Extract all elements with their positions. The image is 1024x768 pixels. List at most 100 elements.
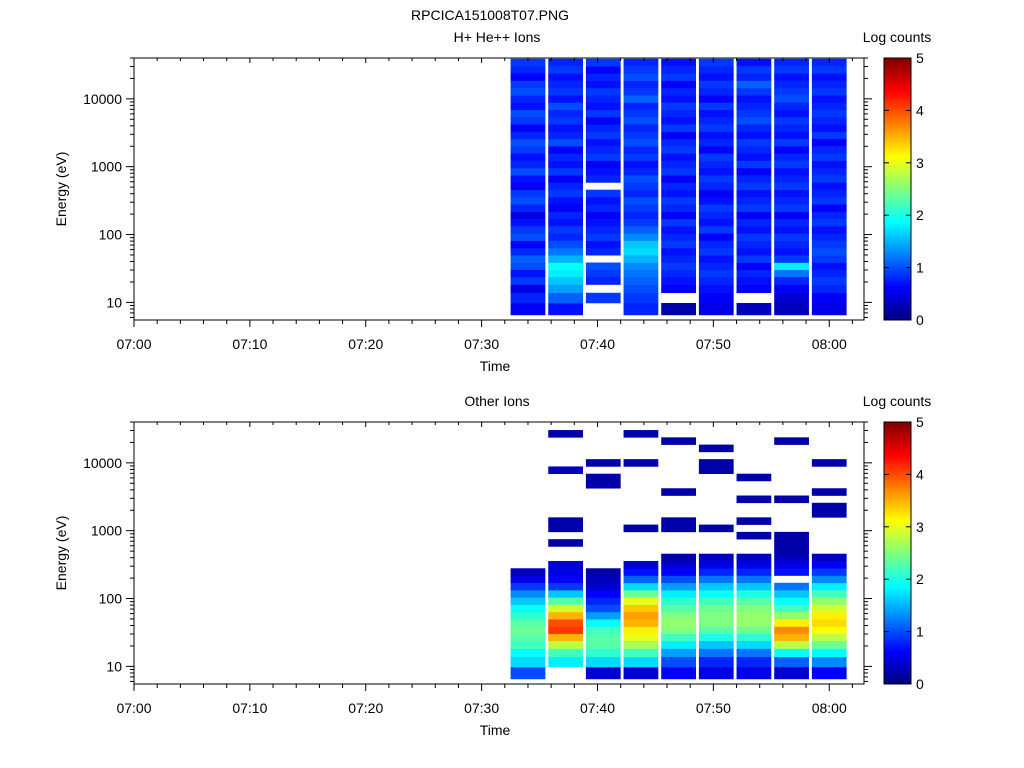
colorbar-step <box>884 450 911 454</box>
colorbar-step <box>884 456 911 460</box>
colorbar-step <box>884 162 911 166</box>
heatmap-cell <box>698 240 734 249</box>
colorbar: 0 1 2 3 4 5 <box>883 414 924 692</box>
heatmap-cell <box>510 131 546 140</box>
heatmap-cell <box>510 226 546 234</box>
heatmap-cell <box>736 66 772 74</box>
heatmap-cell <box>698 116 734 125</box>
colorbar-step <box>884 521 911 525</box>
colorbar-tick-label: 3 <box>916 155 924 171</box>
heatmap-cell <box>510 626 546 635</box>
heatmap-cell <box>510 218 546 227</box>
heatmap-cell <box>548 640 584 649</box>
heatmap-cell <box>661 619 696 627</box>
heatmap-cell <box>698 182 734 190</box>
heatmap-cell <box>698 167 734 176</box>
heatmap-cell <box>510 73 546 81</box>
colorbar-step <box>884 676 911 680</box>
heatmap-cell <box>736 553 772 562</box>
heatmap-cell <box>736 517 772 525</box>
heatmap-cell <box>811 146 847 154</box>
heatmap-cell <box>811 80 847 89</box>
colorbar-step <box>884 558 911 562</box>
heatmap-cell <box>736 226 772 234</box>
colorbar-step <box>884 576 911 580</box>
colorbar-step <box>884 626 911 630</box>
heatmap-cell <box>585 480 621 489</box>
colorbar-step <box>884 560 911 564</box>
heatmap-cell <box>623 226 659 234</box>
heatmap-cell <box>736 247 772 256</box>
heatmap-cell <box>548 204 584 212</box>
heatmap-cell <box>661 233 696 241</box>
x-tick-label: 07:50 <box>696 700 731 716</box>
heatmap-cell <box>548 284 584 294</box>
heatmap-cell <box>510 648 546 658</box>
heatmap-cell <box>774 262 809 271</box>
heatmap-cell <box>774 255 809 263</box>
colorbar-step <box>884 516 911 520</box>
heatmap-cell <box>585 66 621 74</box>
colorbar-step <box>884 524 911 528</box>
heatmap-cell <box>736 182 772 190</box>
colorbar-step <box>884 175 911 179</box>
colorbar-step <box>884 571 911 575</box>
heatmap-cell <box>548 269 584 278</box>
heatmap-cell <box>698 196 734 205</box>
heatmap-cell <box>661 138 696 147</box>
y-tick-label: 100 <box>99 227 123 243</box>
heatmap-cell <box>548 233 584 241</box>
colorbar-step <box>884 86 911 90</box>
heatmap-cell <box>774 226 809 234</box>
heatmap-cell <box>811 633 847 642</box>
heatmap-cell <box>698 146 734 154</box>
heatmap-cell <box>811 116 847 125</box>
heatmap-cell <box>585 131 621 140</box>
colorbar-step <box>884 280 911 284</box>
heatmap-cell <box>585 218 621 227</box>
colorbar-step <box>884 474 911 478</box>
colorbar-step <box>884 555 911 559</box>
heatmap-cell <box>774 153 809 161</box>
heatmap-cell <box>811 568 847 576</box>
heatmap-cell <box>623 459 659 467</box>
colorbar-step <box>884 623 911 627</box>
heatmap-cell <box>811 95 847 103</box>
heatmap-cell <box>811 269 847 278</box>
colorbar-step <box>884 605 911 609</box>
heatmap-cell <box>510 66 546 74</box>
colorbar-step <box>884 487 911 491</box>
y-axis-label: Energy (eV) <box>53 516 69 591</box>
heatmap-cell <box>585 95 621 103</box>
heatmap-cell <box>548 466 584 474</box>
heatmap-cell <box>698 211 734 220</box>
colorbar-step <box>884 217 911 221</box>
colorbar-step <box>884 152 911 156</box>
heatmap-cell <box>623 626 659 635</box>
heatmap-cell <box>774 167 809 176</box>
heatmap-cell <box>811 502 847 511</box>
colorbar-step <box>884 165 911 169</box>
heatmap-cell <box>736 262 772 271</box>
heatmap-cell <box>698 640 734 649</box>
colorbar-step <box>884 160 911 164</box>
heatmap-cell <box>661 95 696 103</box>
heatmap-cell <box>811 597 847 605</box>
heatmap-cell <box>811 226 847 234</box>
x-axis-label: Time <box>480 358 511 374</box>
colorbar-step <box>884 278 911 282</box>
heatmap-cell <box>698 604 734 613</box>
heatmap-cell <box>510 666 546 680</box>
colorbar-step <box>884 288 911 292</box>
heatmap-cell <box>585 626 621 635</box>
heatmap-cell <box>774 131 809 140</box>
heatmap-cell <box>623 196 659 205</box>
colorbar-step <box>884 270 911 274</box>
heatmap-cell <box>698 66 734 74</box>
heatmap-cell <box>585 196 621 205</box>
heatmap-cell <box>661 204 696 212</box>
heatmap-cell <box>736 80 772 89</box>
colorbar-step <box>884 68 911 72</box>
colorbar-step <box>884 469 911 473</box>
heatmap-cell <box>510 102 546 110</box>
